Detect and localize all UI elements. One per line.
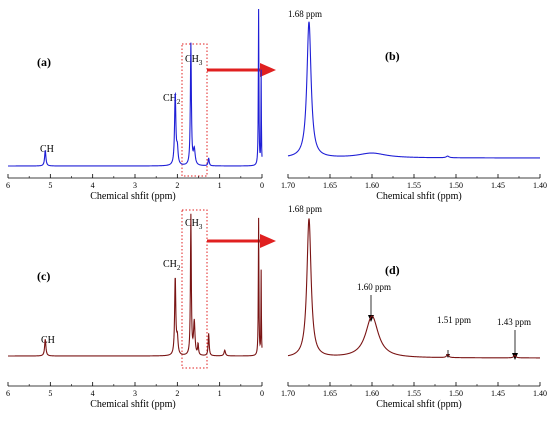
x-tick-label-d-1: 1.65 xyxy=(323,389,337,398)
x-axis-title-a: Chemical shfit (ppm) xyxy=(90,191,176,202)
spectrum-line-c xyxy=(8,213,263,357)
panel-label-a: (a) xyxy=(37,55,51,69)
x-tick-label-a-6: 0 xyxy=(260,181,264,190)
x-tick-label-a-2: 4 xyxy=(91,181,95,190)
svg-text:CH3: CH3 xyxy=(185,54,203,67)
x-tick-label-d-6: 1.40 xyxy=(533,389,547,398)
x-tick-label-a-3: 3 xyxy=(133,181,137,190)
annotation-ch3-c: CH3 xyxy=(185,218,203,231)
panel-label-b: (b) xyxy=(385,49,400,63)
x-tick-label-b-2: 1.60 xyxy=(365,181,379,190)
x-tick-label-b-6: 1.40 xyxy=(533,181,547,190)
x-tick-label-b-1: 1.65 xyxy=(323,181,337,190)
x-axis-title-d: Chemical shfit (ppm) xyxy=(376,399,462,410)
ppm-label-b-168: 1.68 ppm xyxy=(288,9,322,19)
x-tick-label-a-4: 2 xyxy=(175,181,179,190)
spectrum-panel-d: 1.70 1.65 1.60 1.55 1.50 1.45 1.40 Chemical shf… xyxy=(281,218,547,410)
x-tick-label-c-6: 0 xyxy=(260,389,264,398)
x-tick-label-d-5: 1.45 xyxy=(491,389,505,398)
zoom-box-c xyxy=(181,209,208,369)
panel-label-c: (c) xyxy=(37,269,50,283)
x-tick-label-b-0: 1.70 xyxy=(281,181,295,190)
zoom-arrow-top xyxy=(207,63,276,77)
ppm-label-d-168: 1.68 ppm xyxy=(288,204,322,214)
x-tick-label-a-5: 1 xyxy=(218,181,222,190)
x-tick-label-b-5: 1.45 xyxy=(491,181,505,190)
x-axis-title-b: Chemical shfit (ppm) xyxy=(376,191,462,202)
panel-label-d: (d) xyxy=(385,263,400,277)
spectrum-panel-c: 6 5 4 3 2 1 0 Chemical shfit (ppm) xyxy=(6,213,264,410)
zoom-box-a xyxy=(181,43,208,177)
x-tick-label-b-3: 1.55 xyxy=(407,181,421,190)
x-tick-label-c-0: 6 xyxy=(6,389,10,398)
ppm-arrow-d-143 xyxy=(512,330,518,360)
svg-text:CH3: CH3 xyxy=(185,218,203,231)
annotation-ch2-c: CH2 xyxy=(163,259,181,272)
x-tick-label-a-0: 6 xyxy=(6,181,10,190)
spectrum-line-b xyxy=(287,21,540,159)
x-tick-label-d-2: 1.60 xyxy=(365,389,379,398)
x-axis-title-c: Chemical shfit (ppm) xyxy=(90,399,176,410)
ppm-label-d-143: 1.43 ppm xyxy=(497,317,531,327)
x-tick-label-c-5: 1 xyxy=(218,389,222,398)
ppm-label-d-151: 1.51 ppm xyxy=(437,315,471,325)
x-tick-label-d-4: 1.50 xyxy=(449,389,463,398)
spectrum-panel-b: 1.70 1.65 1.60 1.55 1.50 1.45 1.40 Chemical shf… xyxy=(281,21,547,202)
annotation-ch-a: CH xyxy=(40,144,54,155)
spectrum-panel-a: 6 5 4 3 2 1 0 Chemical shfit (ppm) xyxy=(6,9,264,202)
svg-text:CH2: CH2 xyxy=(163,93,181,106)
x-tick-label-c-1: 5 xyxy=(48,389,52,398)
ppm-label-d-160: 1.60 ppm xyxy=(357,282,391,292)
x-tick-label-a-1: 5 xyxy=(48,181,52,190)
x-tick-label-b-4: 1.50 xyxy=(449,181,463,190)
x-tick-label-d-3: 1.55 xyxy=(407,389,421,398)
zoom-arrow-bottom xyxy=(207,234,276,248)
x-tick-label-c-4: 2 xyxy=(175,389,179,398)
annotation-ch2-a: CH2 xyxy=(163,93,181,106)
x-tick-label-d-0: 1.70 xyxy=(281,389,295,398)
x-tick-label-c-2: 4 xyxy=(91,389,95,398)
x-tick-label-c-3: 3 xyxy=(133,389,137,398)
spectrum-line-a xyxy=(8,9,263,167)
svg-text:CH2: CH2 xyxy=(163,259,181,272)
annotation-ch3-a: CH3 xyxy=(185,54,203,67)
annotation-ch-c: CH xyxy=(41,335,55,346)
spectrum-line-d xyxy=(287,218,540,359)
